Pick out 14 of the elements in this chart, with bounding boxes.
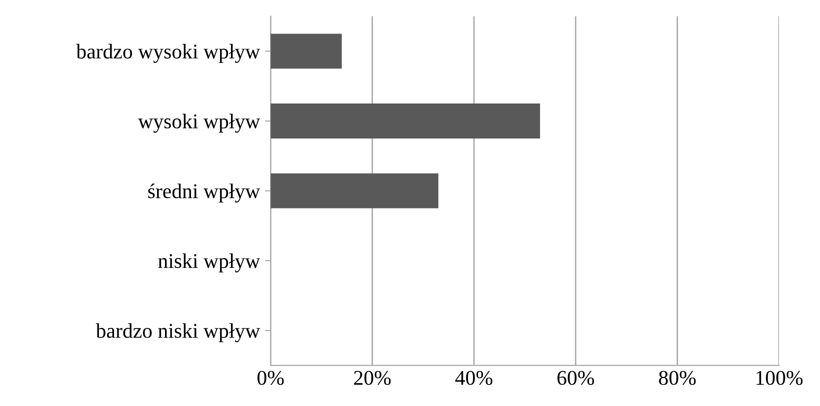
x-tick-label: 0% [258,370,284,385]
x-tick-label: 20% [354,370,391,385]
bar [270,34,342,69]
x-tick-label: 80% [659,370,696,385]
y-tick-label: niski wpływ [158,253,260,272]
x-tick-label: 40% [455,370,492,385]
x-tick-label: 60% [557,370,594,385]
x-tick-label: 100% [756,370,803,385]
bar [270,173,438,208]
y-tick-label: bardzo wysoki wpływ [76,44,260,63]
y-tick-label: wysoki wpływ [138,114,260,133]
y-tick-label: bardzo niski wpływ [96,323,260,342]
bar [270,104,540,138]
y-tick-label: średni wpływ [148,184,260,203]
